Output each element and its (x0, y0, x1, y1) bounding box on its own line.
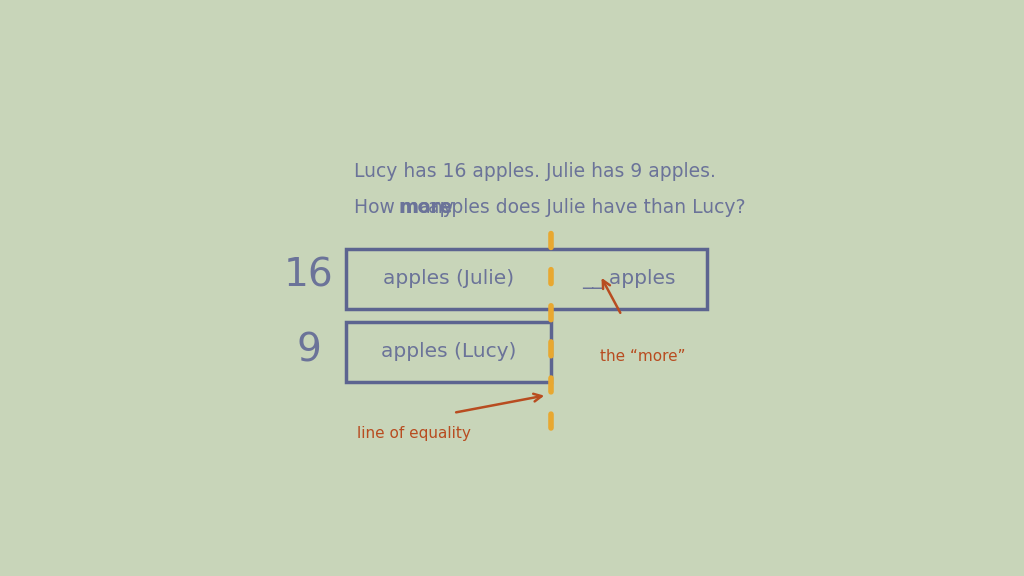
Text: more: more (398, 198, 454, 217)
Text: __ apples: __ apples (583, 268, 676, 289)
Text: How many: How many (354, 198, 460, 217)
Text: 9: 9 (297, 332, 322, 370)
Bar (346, 322, 551, 382)
Text: Lucy has 16 apples. Julie has 9 apples.: Lucy has 16 apples. Julie has 9 apples. (354, 162, 716, 181)
Bar (346, 249, 708, 309)
Text: 16: 16 (284, 256, 334, 294)
Text: line of equality: line of equality (356, 426, 471, 441)
Text: apples does Julie have than Lucy?: apples does Julie have than Lucy? (422, 198, 745, 217)
Text: apples (Lucy): apples (Lucy) (381, 342, 516, 361)
Text: apples (Julie): apples (Julie) (383, 269, 514, 288)
Text: the “more”: the “more” (600, 348, 686, 363)
